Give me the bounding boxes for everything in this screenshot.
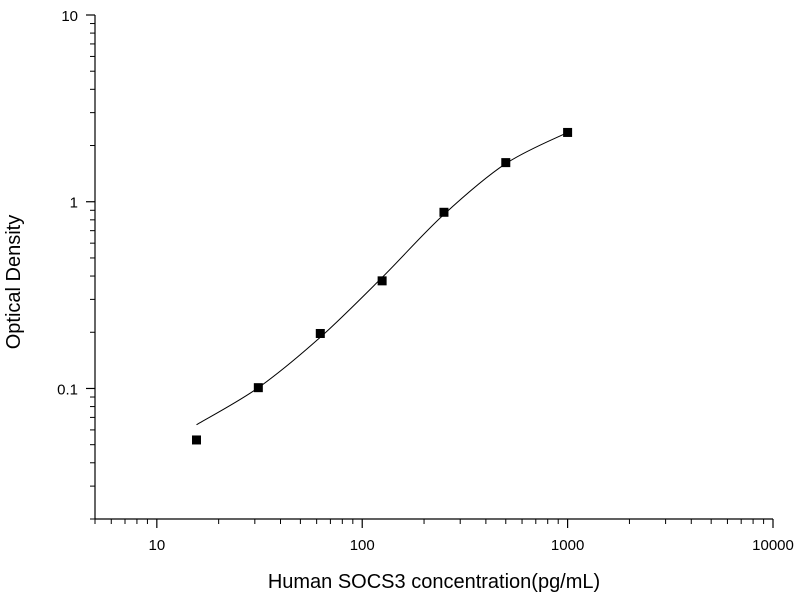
data-point (253, 383, 263, 393)
x-tick-label: 10 (148, 537, 165, 554)
data-point (377, 276, 387, 286)
y-tick-label: 0.1 (57, 381, 78, 398)
data-point (191, 435, 201, 445)
y-axis-title: Optical Density (3, 215, 25, 350)
data-point (563, 127, 573, 137)
data-points-layer (191, 127, 573, 445)
y-tick-label: 10 (61, 8, 78, 25)
axes (94, 15, 773, 520)
x-tick-label: 10000 (752, 537, 794, 554)
y-tick-label: 1 (70, 195, 78, 212)
tick-labels: 10 100 1000 10000 0.1 1 10 (57, 8, 794, 554)
x-tick-label: 100 (350, 537, 375, 554)
data-point (315, 328, 325, 338)
x-tick-label: 1000 (551, 537, 584, 554)
data-point (501, 158, 511, 168)
x-axis-title: Human SOCS3 concentration(pg/mL) (268, 571, 600, 593)
data-point (439, 207, 449, 217)
ticks (86, 14, 774, 528)
